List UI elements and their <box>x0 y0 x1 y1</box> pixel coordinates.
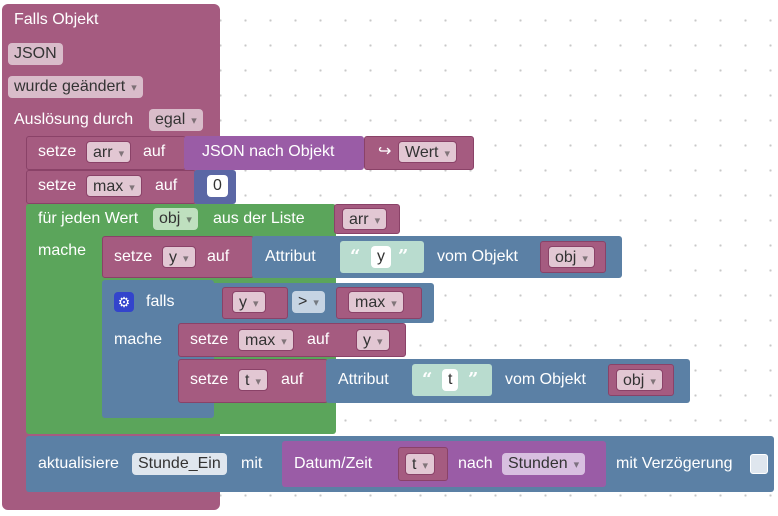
after-label: nach <box>458 455 493 472</box>
value-dropdown-label: Wert <box>405 144 439 161</box>
event-dropdown[interactable]: wurde geändert <box>8 76 143 98</box>
event-dropdown-label: wurde geändert <box>14 78 126 95</box>
object-id-field[interactable]: JSON <box>8 43 63 65</box>
state-id-field[interactable]: Stunde_Ein <box>132 453 227 475</box>
compare-right-var: max <box>355 294 386 311</box>
gear-icon[interactable]: ⚙ <box>114 292 134 312</box>
datetime-var: t <box>412 456 417 473</box>
set-y-var-dropdown[interactable]: y <box>162 246 196 268</box>
foreach-do-label: mache <box>38 242 87 259</box>
operator-dropdown[interactable]: > <box>292 291 325 313</box>
close-quote-t-icon: ” <box>468 369 479 390</box>
json-to-object-label: JSON nach Objekt <box>202 143 335 160</box>
set-max-to-label: auf <box>155 177 178 194</box>
set-y-label: setze <box>114 248 153 265</box>
datetime-label: Datum/Zeit <box>294 455 373 472</box>
attribute-t-label: Attribut <box>338 371 389 388</box>
source-dropdown[interactable]: egal <box>149 109 203 131</box>
set-t-to-label: auf <box>281 371 304 388</box>
obj-t-var: obj <box>623 372 645 389</box>
set-max-var-dropdown[interactable]: max <box>86 175 142 197</box>
set-y-to-label: auf <box>207 248 230 265</box>
close-quote-icon: ” <box>398 246 409 267</box>
set-arr-var-dropdown[interactable]: arr <box>86 141 132 163</box>
update-label: aktualisiere <box>38 455 119 472</box>
set-max2-value-dropdown[interactable]: y <box>356 329 390 351</box>
obj-var-dropdown[interactable]: obj <box>548 246 595 268</box>
delay-checkbox[interactable] <box>750 454 768 474</box>
text-t-field[interactable]: t <box>442 369 459 391</box>
set-arr-label: setze <box>38 143 77 160</box>
open-quote-icon: “ <box>350 246 361 267</box>
set-max-label: setze <box>38 177 77 194</box>
source-label: Auslösung durch <box>14 111 134 128</box>
foreach-var: obj <box>159 210 181 227</box>
if-label: falls <box>146 293 175 310</box>
attribute-y-label: Attribut <box>265 248 316 265</box>
number-field[interactable]: 0 <box>207 175 228 197</box>
set-max2-var-dropdown[interactable]: max <box>238 329 294 351</box>
of-object-t-label: vom Objekt <box>505 371 586 388</box>
return-arrow-icon: ↪ <box>378 143 392 160</box>
set-max2-var: max <box>245 332 276 349</box>
list-var-dropdown[interactable]: arr <box>342 208 388 230</box>
if-do-label: mache <box>114 331 163 348</box>
set-y-var: y <box>169 249 177 266</box>
unit-value: Stunden <box>508 455 568 472</box>
json-to-object-block[interactable] <box>184 136 364 170</box>
set-max2-value: y <box>363 332 371 349</box>
datetime-var-dropdown[interactable]: t <box>405 453 435 475</box>
foreach-list-label: aus der Liste <box>213 210 305 227</box>
compare-left-var: y <box>239 294 247 311</box>
obj-var: obj <box>555 249 577 266</box>
of-object-label: vom Objekt <box>437 248 518 265</box>
set-max-var: max <box>93 178 124 195</box>
set-t-var: t <box>245 372 250 389</box>
foreach-label: für jeden Wert <box>38 210 139 227</box>
set-t-var-dropdown[interactable]: t <box>238 369 268 391</box>
obj-t-var-dropdown[interactable]: obj <box>616 369 663 391</box>
set-t-label: setze <box>190 371 229 388</box>
foreach-var-dropdown[interactable]: obj <box>153 208 198 230</box>
compare-left-dropdown[interactable]: y <box>232 291 266 313</box>
source-dropdown-label: egal <box>155 111 186 128</box>
set-max2-to-label: auf <box>307 331 330 348</box>
unit-dropdown[interactable]: Stunden <box>502 453 586 475</box>
text-y-field[interactable]: y <box>371 246 391 268</box>
list-var: arr <box>349 211 369 228</box>
update-with-label: mit <box>241 455 263 472</box>
trigger-title: Falls Objekt <box>14 11 99 28</box>
delay-label: mit Verzögerung <box>616 455 733 472</box>
compare-right-dropdown[interactable]: max <box>348 291 404 313</box>
set-max2-label: setze <box>190 331 229 348</box>
set-arr-var: arr <box>93 144 113 161</box>
set-arr-to-label: auf <box>143 143 166 160</box>
value-dropdown[interactable]: Wert <box>398 141 458 163</box>
open-quote-t-icon: “ <box>422 369 433 390</box>
operator: > <box>298 293 308 310</box>
